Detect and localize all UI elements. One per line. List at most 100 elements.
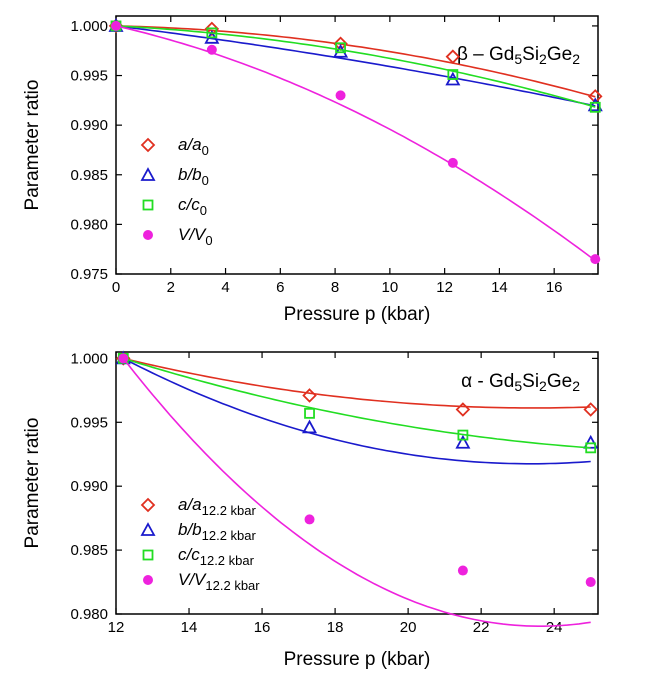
data-point-V: [447, 157, 458, 168]
title-subscript: 2: [572, 378, 580, 394]
data-point-c: [585, 442, 597, 454]
legend-label-c: c/c0: [178, 195, 207, 218]
x-tick-label: 16: [254, 619, 271, 636]
y-axis-label: Parameter ratio: [22, 418, 43, 549]
data-point-c: [335, 42, 346, 54]
title-part: Ge: [547, 371, 572, 392]
fit-curve-b: [122, 357, 591, 465]
fit-curve-c: [115, 25, 596, 108]
data-point-V: [585, 577, 596, 588]
title-part: Si: [522, 44, 539, 65]
legend-subscript: 12.2 kbar: [205, 578, 260, 593]
fit-curve-a: [123, 357, 591, 409]
legend-label-a: a/a12.2 kbar: [178, 495, 257, 518]
title-part: Si: [522, 371, 539, 392]
legend-label-c: c/c12.2 kbar: [178, 545, 255, 568]
legend-subscript: 0: [205, 233, 212, 248]
data-point-c: [589, 101, 601, 113]
x-tick-label: 22: [473, 619, 490, 636]
data-point-c: [206, 27, 218, 39]
data-point-b: [455, 434, 471, 449]
plot-frame: [115, 15, 599, 275]
x-tick-label: 12: [108, 619, 125, 636]
panel-title: α - Gd5Si2Ge2: [461, 371, 580, 394]
title-subscript: 5: [514, 51, 522, 67]
fit-curve-V: [122, 357, 591, 627]
x-tick-label: 2: [167, 279, 175, 296]
x-tick-label: 14: [181, 619, 198, 636]
fit-curve-a: [115, 25, 596, 98]
data-point-a: [204, 21, 220, 37]
fit-curve-c: [123, 357, 591, 449]
legend-marker-c: [142, 199, 154, 211]
x-tick-label: 18: [327, 619, 344, 636]
legend-label-V: V/V0: [178, 225, 213, 248]
title-subscript: 2: [539, 378, 547, 394]
title-part: Ge: [547, 44, 572, 65]
data-point-V: [206, 44, 217, 55]
y-tick-label: 0.985: [70, 542, 108, 559]
x-tick-label: 16: [546, 279, 563, 296]
panel-title: β – Gd5Si2Ge2: [457, 44, 580, 67]
plot-frame: [115, 351, 599, 615]
data-point-V: [590, 254, 601, 265]
data-point-b: [333, 43, 349, 58]
title-subscript: 5: [514, 378, 522, 394]
data-point-c: [447, 69, 459, 80]
legend-text: a/a: [178, 495, 202, 514]
legend-marker-a: [140, 497, 156, 513]
x-tick-label: 6: [276, 279, 284, 296]
legend-subscript: 0: [202, 173, 209, 188]
data-point-V: [118, 353, 129, 364]
data-point-c: [304, 407, 315, 419]
legend-marker-c: [142, 549, 154, 561]
legend-text: a/a: [178, 135, 202, 154]
legend-subscript: 0: [202, 143, 209, 158]
x-axis-label: Pressure p (kbar): [284, 304, 431, 325]
legend-marker-b: [140, 167, 156, 181]
legend-marker-V: [143, 230, 153, 240]
y-tick-label: 0.985: [70, 167, 108, 184]
chart-panel-1: 0 2 4 6 8 10 12 14 16 0.975 0.980 0.985 0.990 0.995 1.…: [22, 15, 603, 325]
legend-text: c/c: [178, 545, 200, 564]
legend-text: c/c: [178, 195, 200, 214]
fit-curve-b: [115, 25, 596, 107]
data-point-a: [583, 402, 598, 417]
legend-marker-V: [143, 575, 153, 585]
x-tick-label: 4: [221, 279, 229, 296]
x-tick-label: 10: [382, 279, 399, 296]
data-point-V: [304, 514, 315, 525]
y-tick-label: 0.990: [70, 478, 108, 495]
x-tick-label: 14: [491, 279, 508, 296]
legend-subscript: 12.2 kbar: [202, 528, 257, 543]
data-point-a: [302, 388, 317, 403]
legend-marker-a: [140, 137, 156, 153]
legend-label-a: a/a0: [178, 135, 209, 158]
y-tick-label: 0.975: [70, 266, 108, 283]
data-point-b: [587, 97, 603, 112]
y-axis-label: Parameter ratio: [22, 80, 43, 211]
x-tick-label: 20: [400, 619, 417, 636]
x-tick-label: 12: [436, 279, 453, 296]
fit-curve-V: [115, 25, 596, 262]
legend-marker-b: [140, 522, 156, 536]
legend-label-V: V/V12.2 kbar: [178, 570, 260, 593]
title-subscript: 2: [539, 51, 547, 67]
data-point-b: [302, 419, 318, 434]
legend-label-b: b/b12.2 kbar: [178, 520, 257, 543]
title-part: β – Gd: [457, 44, 514, 65]
legend-subscript: 0: [200, 203, 207, 218]
legend-text: V/V: [178, 225, 207, 244]
data-point-a: [455, 402, 471, 417]
y-tick-label: 0.990: [70, 117, 108, 134]
title-part: α - Gd: [461, 371, 514, 392]
title-subscript: 2: [572, 51, 580, 67]
legend-text: b/b: [178, 520, 202, 539]
y-tick-label: 0.995: [70, 68, 108, 85]
y-tick-label: 0.980: [70, 606, 108, 623]
x-tick-label: 24: [546, 619, 563, 636]
y-tick-label: 0.980: [70, 216, 108, 233]
legend-subscript: 12.2 kbar: [200, 553, 255, 568]
chart-panel-2: 12 14 16 18 20 22 240.9800.9850.9900.9951.000P…: [22, 350, 599, 670]
